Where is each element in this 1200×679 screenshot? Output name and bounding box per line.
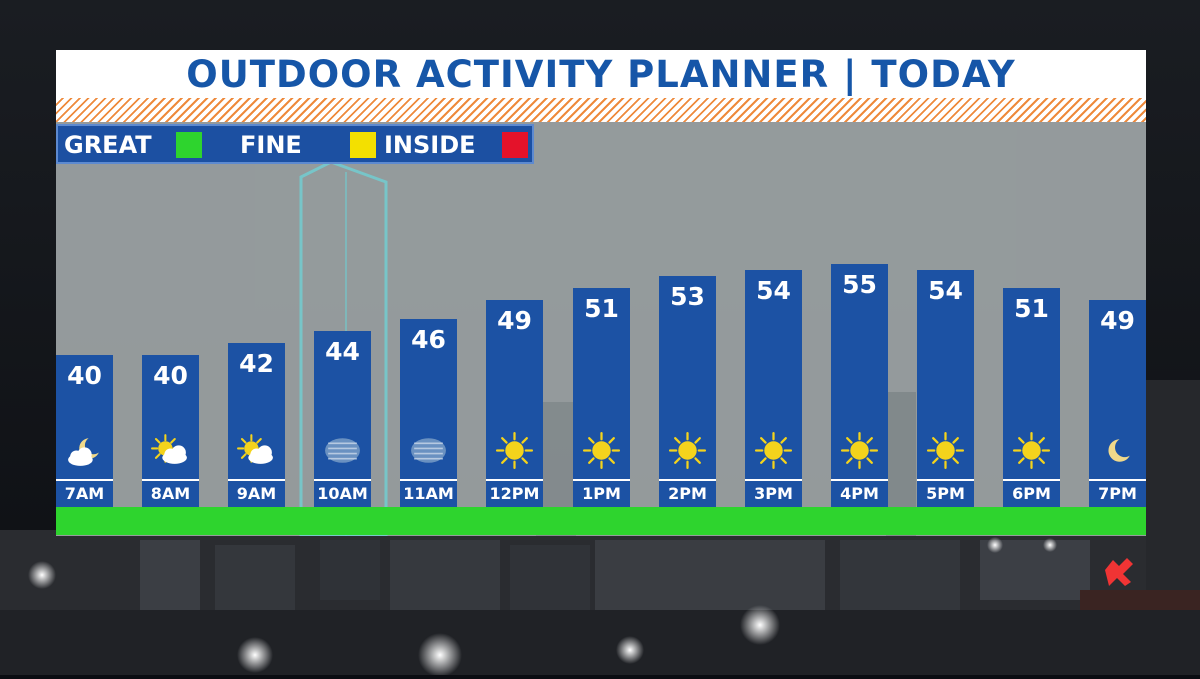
tick-label-2pm: 2PM <box>659 479 716 507</box>
tick-label-6pm: 6PM <box>1003 479 1060 507</box>
sun-icon <box>581 430 622 471</box>
page-title: OUTDOOR ACTIVITY PLANNER | TODAY <box>186 52 1016 96</box>
sun-icon <box>839 430 880 471</box>
bar-value-label: 42 <box>239 349 274 378</box>
bar-7am: 40 <box>56 355 113 479</box>
bar-value-label: 49 <box>1100 306 1135 335</box>
fog-icon <box>408 430 449 471</box>
bar-value-label: 44 <box>325 337 360 366</box>
bar-value-label: 46 <box>411 325 446 354</box>
bar-value-label: 54 <box>928 276 963 305</box>
bar-10am: 44 <box>314 331 371 479</box>
bar-value-label: 53 <box>670 282 705 311</box>
sun-icon <box>1011 430 1052 471</box>
bar-value-label: 51 <box>1014 294 1049 323</box>
bar-8am: 40 <box>142 355 199 479</box>
bar-9am: 42 <box>228 343 285 479</box>
bar-value-label: 40 <box>67 361 102 390</box>
sun-icon <box>494 430 535 471</box>
activity-rating-strip <box>56 507 1146 535</box>
title-stripe-decoration <box>56 98 1146 122</box>
bar-2pm: 53 <box>659 276 716 479</box>
legend-inside-label: INSIDE <box>384 131 476 159</box>
sun-icon <box>667 430 708 471</box>
bar-3pm: 54 <box>745 270 802 479</box>
sun-cloud-icon <box>236 430 277 471</box>
tick-label-5pm: 5PM <box>917 479 974 507</box>
bar-6pm: 51 <box>1003 288 1060 479</box>
tick-label-8am: 8AM <box>142 479 199 507</box>
legend-inside-swatch <box>502 132 528 158</box>
tick-label-10am: 10AM <box>314 479 371 507</box>
bar-11am: 46 <box>400 319 457 479</box>
legend: GREAT FINE INSIDE <box>56 124 534 164</box>
moon-cloud-icon <box>64 430 105 471</box>
bar-12pm: 49 <box>486 300 543 479</box>
title-bar: OUTDOOR ACTIVITY PLANNER | TODAY <box>56 50 1146 98</box>
tick-label-9am: 9AM <box>228 479 285 507</box>
moon-icon <box>1097 430 1138 471</box>
fog-icon <box>322 430 363 471</box>
bar-7pm: 49 <box>1089 300 1146 479</box>
tick-label-1pm: 1PM <box>573 479 630 507</box>
tick-label-4pm: 4PM <box>831 479 888 507</box>
legend-great-swatch <box>176 132 202 158</box>
tick-label-3pm: 3PM <box>745 479 802 507</box>
bar-value-label: 40 <box>153 361 188 390</box>
sun-cloud-icon <box>150 430 191 471</box>
tick-label-11am: 11AM <box>400 479 457 507</box>
tick-label-7pm: 7PM <box>1089 479 1146 507</box>
sun-icon <box>753 430 794 471</box>
bar-value-label: 54 <box>756 276 791 305</box>
sun-icon <box>925 430 966 471</box>
tick-label-7am: 7AM <box>56 479 113 507</box>
tick-label-12pm: 12PM <box>486 479 543 507</box>
bar-value-label: 49 <box>497 306 532 335</box>
bar-5pm: 54 <box>917 270 974 479</box>
legend-fine-swatch <box>350 132 376 158</box>
legend-great-label: GREAT <box>64 131 152 159</box>
legend-fine-label: FINE <box>240 131 302 159</box>
bar-value-label: 51 <box>584 294 619 323</box>
bar-value-label: 55 <box>842 270 877 299</box>
bar-1pm: 51 <box>573 288 630 479</box>
bar-4pm: 55 <box>831 264 888 479</box>
